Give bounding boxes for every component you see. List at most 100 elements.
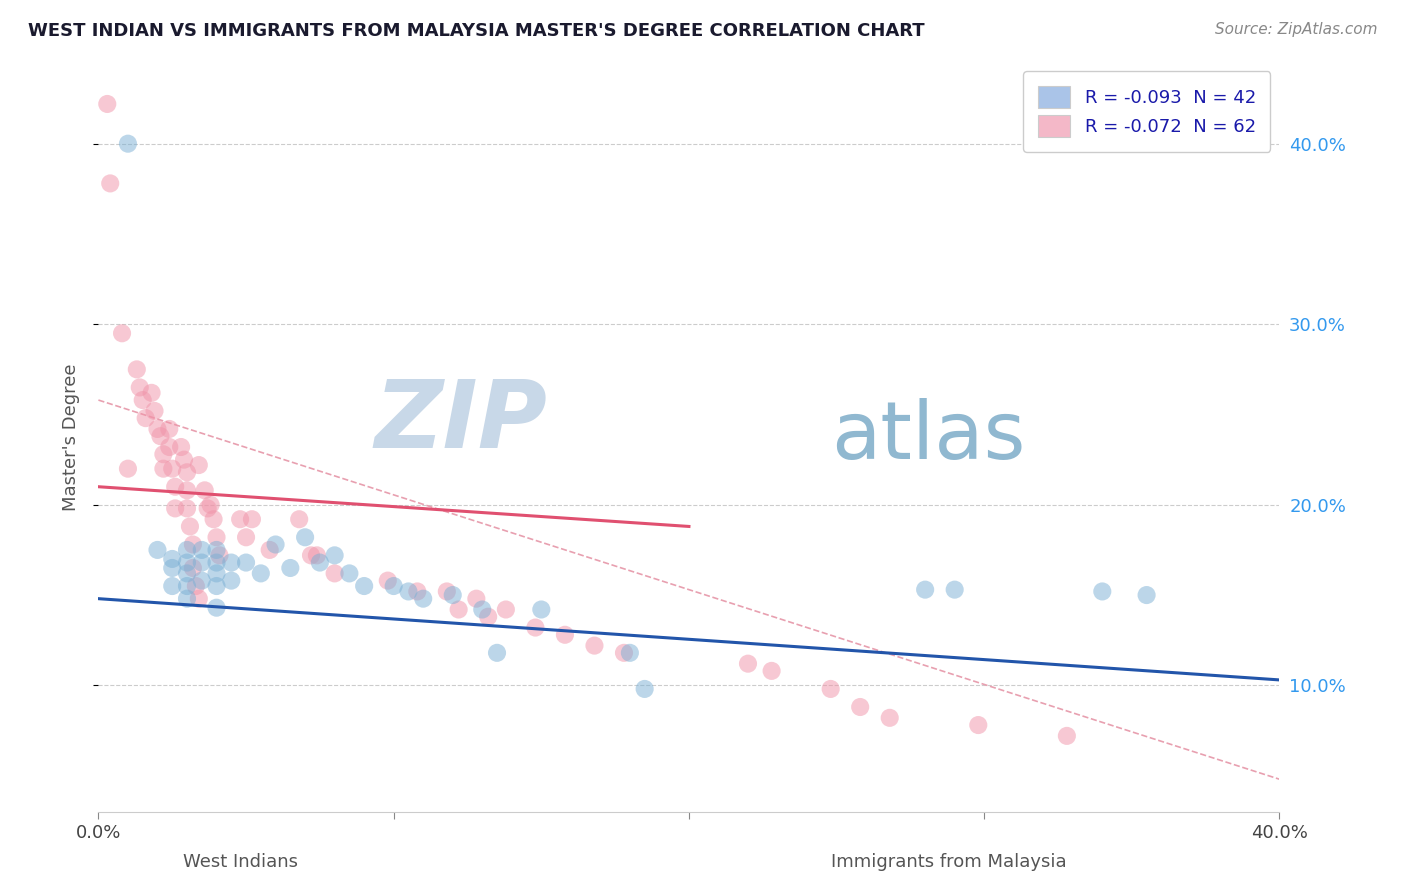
Point bbox=[197, 501, 219, 516]
Point bbox=[967, 718, 990, 732]
Point bbox=[264, 537, 287, 551]
Point bbox=[309, 556, 332, 570]
Point bbox=[849, 700, 872, 714]
Point bbox=[554, 628, 576, 642]
Point bbox=[235, 556, 257, 570]
Point bbox=[117, 136, 139, 151]
Point bbox=[259, 543, 281, 558]
Point bbox=[471, 602, 494, 616]
Y-axis label: Master's Degree: Master's Degree bbox=[62, 363, 80, 511]
Point bbox=[202, 512, 225, 526]
Point bbox=[914, 582, 936, 597]
Point bbox=[634, 681, 657, 696]
Point bbox=[173, 452, 195, 467]
Point bbox=[162, 552, 183, 566]
Point bbox=[299, 549, 322, 563]
Point bbox=[235, 530, 257, 544]
Point bbox=[1136, 588, 1159, 602]
Point bbox=[200, 498, 222, 512]
Point bbox=[524, 621, 547, 635]
Point bbox=[486, 646, 509, 660]
Point bbox=[229, 512, 252, 526]
Point bbox=[943, 582, 966, 597]
Point bbox=[176, 543, 198, 558]
Point bbox=[221, 556, 243, 570]
Point bbox=[146, 422, 169, 436]
Point bbox=[221, 574, 243, 588]
Point bbox=[208, 549, 231, 563]
Point bbox=[187, 458, 209, 472]
Point bbox=[141, 385, 163, 400]
Text: ZIP: ZIP bbox=[374, 376, 547, 468]
Point bbox=[1091, 584, 1114, 599]
Point bbox=[398, 584, 420, 599]
Point bbox=[495, 602, 517, 616]
Point bbox=[191, 543, 214, 558]
Point bbox=[191, 556, 214, 570]
Point bbox=[205, 579, 228, 593]
Point bbox=[143, 404, 166, 418]
Point bbox=[157, 440, 180, 454]
Point bbox=[191, 574, 214, 588]
Point bbox=[205, 543, 228, 558]
Point bbox=[132, 393, 155, 408]
Point bbox=[323, 549, 346, 563]
Point bbox=[530, 602, 553, 616]
Point bbox=[176, 591, 198, 606]
Point bbox=[176, 579, 198, 593]
Point bbox=[820, 681, 842, 696]
Point bbox=[879, 711, 901, 725]
Text: Source: ZipAtlas.com: Source: ZipAtlas.com bbox=[1215, 22, 1378, 37]
Point bbox=[436, 584, 458, 599]
Point bbox=[441, 588, 464, 602]
Text: Immigrants from Malaysia: Immigrants from Malaysia bbox=[831, 853, 1067, 871]
Point bbox=[583, 639, 606, 653]
Point bbox=[98, 177, 121, 191]
Point bbox=[146, 543, 169, 558]
Text: WEST INDIAN VS IMMIGRANTS FROM MALAYSIA MASTER'S DEGREE CORRELATION CHART: WEST INDIAN VS IMMIGRANTS FROM MALAYSIA … bbox=[28, 22, 925, 40]
Point bbox=[176, 556, 198, 570]
Point bbox=[737, 657, 759, 671]
Point bbox=[205, 530, 228, 544]
Point bbox=[288, 512, 311, 526]
Point bbox=[157, 422, 180, 436]
Point bbox=[280, 561, 302, 575]
Point bbox=[205, 566, 228, 581]
Point bbox=[176, 465, 198, 479]
Point bbox=[117, 461, 139, 475]
Point bbox=[181, 561, 204, 575]
Point bbox=[187, 591, 209, 606]
Point bbox=[477, 609, 499, 624]
Point bbox=[761, 664, 783, 678]
Point bbox=[377, 574, 399, 588]
Point bbox=[96, 97, 118, 112]
Point bbox=[165, 480, 187, 494]
Point bbox=[162, 461, 183, 475]
Point bbox=[135, 411, 157, 425]
Point bbox=[447, 602, 470, 616]
Point bbox=[152, 447, 174, 461]
Point bbox=[619, 646, 641, 660]
Point bbox=[465, 591, 488, 606]
Text: West Indians: West Indians bbox=[183, 853, 298, 871]
Point bbox=[1056, 729, 1078, 743]
Point bbox=[128, 380, 150, 394]
Point bbox=[305, 549, 328, 563]
Point bbox=[382, 579, 405, 593]
Text: atlas: atlas bbox=[831, 398, 1025, 476]
Point bbox=[240, 512, 263, 526]
Point bbox=[205, 556, 228, 570]
Point bbox=[125, 362, 148, 376]
Point bbox=[250, 566, 273, 581]
Point bbox=[294, 530, 316, 544]
Point bbox=[176, 501, 198, 516]
Point bbox=[205, 600, 228, 615]
Point bbox=[412, 591, 434, 606]
Point bbox=[162, 561, 183, 575]
Point bbox=[339, 566, 361, 581]
Point bbox=[170, 440, 193, 454]
Point bbox=[165, 501, 187, 516]
Legend: R = -0.093  N = 42, R = -0.072  N = 62: R = -0.093 N = 42, R = -0.072 N = 62 bbox=[1024, 71, 1271, 152]
Point bbox=[176, 566, 198, 581]
Point bbox=[111, 326, 134, 341]
